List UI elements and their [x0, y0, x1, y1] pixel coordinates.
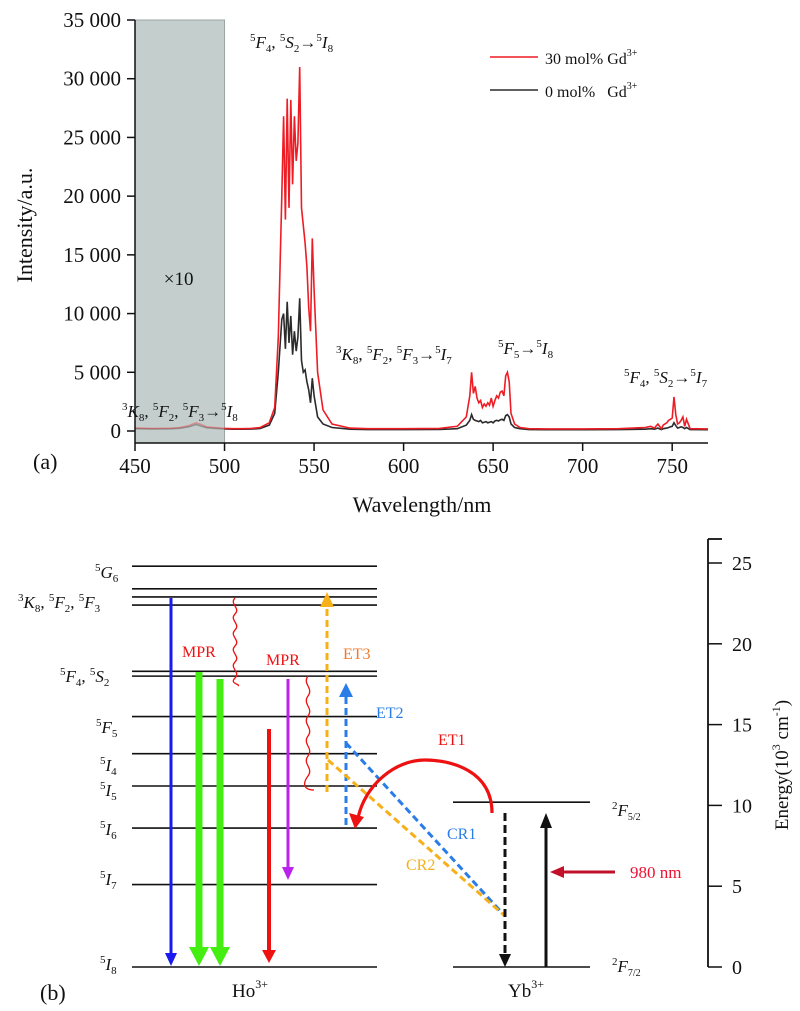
x-tick-label: 500 — [209, 454, 241, 478]
level-label-5I8: 5I8 — [100, 954, 117, 977]
x-tick-label: 700 — [567, 454, 599, 478]
y-tick-label: 20 000 — [63, 184, 121, 208]
x-tick-label: 600 — [388, 454, 420, 478]
energy-tick-label: 15 — [732, 715, 752, 737]
y-tick-label: 25 000 — [63, 125, 121, 149]
et2-label: ET2 — [376, 705, 404, 722]
x-ticks: 450 500 550 600 650 700 750 — [119, 443, 688, 478]
level-label-5I6: 5I6 — [100, 819, 117, 842]
y-axis-label: Intensity/a.u. — [12, 168, 37, 283]
y-tick-label: 15 000 — [63, 243, 121, 267]
level-label-2F7-2: 2F7/2 — [612, 956, 641, 979]
pump-label: 980 nm — [630, 863, 681, 882]
annotation-red-band-1: 3K8, 5F2, 5F3→5I7 — [336, 344, 452, 367]
ion-label-ho: Ho3+ — [232, 977, 268, 1002]
mpr-wavy-line-2 — [303, 675, 315, 791]
ho-energy-levels — [132, 565, 377, 968]
spectrum-panel: ×10 450 500 550 600 650 700 750 0 5 000 10 000 15… — [12, 8, 709, 517]
series-line-shaded-0 — [134, 421, 225, 430]
panel-label-b: (b) — [40, 980, 66, 1005]
energy-axis: 0 5 10 15 20 25 — [707, 538, 752, 979]
ho-level-labels: 5G6 3K8, 5F2, 5F3 5F4, 5S2 5F5 5I4 5I5 5… — [18, 562, 119, 977]
energy-tick-label: 25 — [732, 553, 752, 575]
annotation-nir-band: 5F4, 5S2→5I7 — [624, 367, 708, 390]
level-label-2F5-2: 2F5/2 — [612, 800, 641, 823]
nir-emission-arrowhead — [282, 867, 294, 880]
energy-tick-label: 5 — [732, 876, 742, 898]
yb-absorption-arrowhead — [540, 813, 552, 828]
x10-label: ×10 — [164, 269, 194, 290]
y-tick-label: 5 000 — [74, 360, 121, 384]
level-label-5F4-5S2: 5F4, 5S2 — [60, 666, 109, 689]
x-tick-label: 450 — [119, 454, 151, 478]
y-tick-label: 30 000 — [63, 67, 121, 91]
blue-emission-arrowhead — [165, 953, 177, 966]
et1-arrowhead — [349, 813, 364, 829]
legend-label-30: 30 mol% Gd3+ — [545, 48, 638, 68]
ion-label-yb: Yb3+ — [508, 977, 544, 1002]
x10-shaded-region — [134, 19, 226, 444]
cr1-label: CR1 — [447, 826, 476, 843]
annotation-blue-band: 3K8, 5F2, 5F3→5I8 — [122, 401, 238, 424]
energy-level-diagram: 5G6 3K8, 5F2, 5F3 5F4, 5S2 5F5 5I4 5I5 5… — [18, 538, 793, 1005]
et1-arc — [356, 758, 494, 819]
annotation-green-band: 5F4, 5S2→5I8 — [250, 32, 334, 55]
level-label-5I7: 5I7 — [100, 869, 117, 892]
red-emission-arrowhead — [262, 950, 276, 963]
energy-axis-label: Energy(103 cm-1) — [769, 700, 793, 830]
y-tick-label: 0 — [111, 419, 122, 443]
emission-arrows — [165, 598, 294, 966]
et2-arrowhead — [339, 683, 353, 697]
level-label-5G6: 5G6 — [95, 562, 119, 585]
mpr-wavy-line-1 — [232, 597, 240, 687]
series-line-0 — [224, 66, 709, 431]
energy-tick-label: 20 — [732, 634, 752, 656]
cr2-line — [327, 758, 506, 918]
et3-arrowhead — [320, 592, 334, 607]
pump-arrowhead — [550, 866, 564, 878]
x-tick-label: 750 — [656, 454, 688, 478]
yb-relax-arrowhead — [499, 954, 511, 967]
legend: 30 mol% Gd3+ 0 mol% Gd3+ — [490, 48, 638, 101]
y-ticks: 0 5 000 10 000 15 000 20 000 25 000 30 000 35 0… — [63, 8, 135, 443]
level-label-3K8-5F2-5F3: 3K8, 5F2, 5F3 — [18, 592, 101, 615]
level-label-5I5: 5I5 — [100, 780, 117, 803]
energy-tick-label: 0 — [732, 957, 742, 979]
y-tick-label: 35 000 — [63, 8, 121, 32]
green-emission-arrowhead-2 — [210, 947, 230, 966]
y-tick-label: 10 000 — [63, 302, 121, 326]
series-line-shaded-1 — [134, 423, 225, 430]
green-emission-arrowhead-1 — [189, 947, 209, 966]
energy-tick-label: 10 — [732, 795, 752, 817]
cr2-label: CR2 — [406, 857, 435, 874]
x-axis-label: Wavelength/nm — [353, 492, 492, 517]
yb-energy-levels — [453, 801, 590, 968]
series-line-1 — [224, 298, 709, 431]
et1-label: ET1 — [438, 732, 466, 749]
panel-label-a: (a) — [33, 449, 57, 474]
level-label-5I4: 5I4 — [100, 755, 117, 778]
level-label-5F5: 5F5 — [96, 717, 118, 740]
annotation-red-band-2: 5F5→5I8 — [498, 338, 554, 361]
cr1-line — [344, 741, 507, 918]
x-tick-label: 550 — [298, 454, 330, 478]
et3-label: ET3 — [343, 646, 371, 663]
mpr-label-1: MPR — [182, 644, 216, 661]
spectrum-lines — [134, 66, 709, 431]
mpr-label-2: MPR — [266, 652, 300, 669]
x-tick-label: 650 — [477, 454, 509, 478]
legend-label-0: 0 mol% Gd3+ — [545, 81, 638, 101]
